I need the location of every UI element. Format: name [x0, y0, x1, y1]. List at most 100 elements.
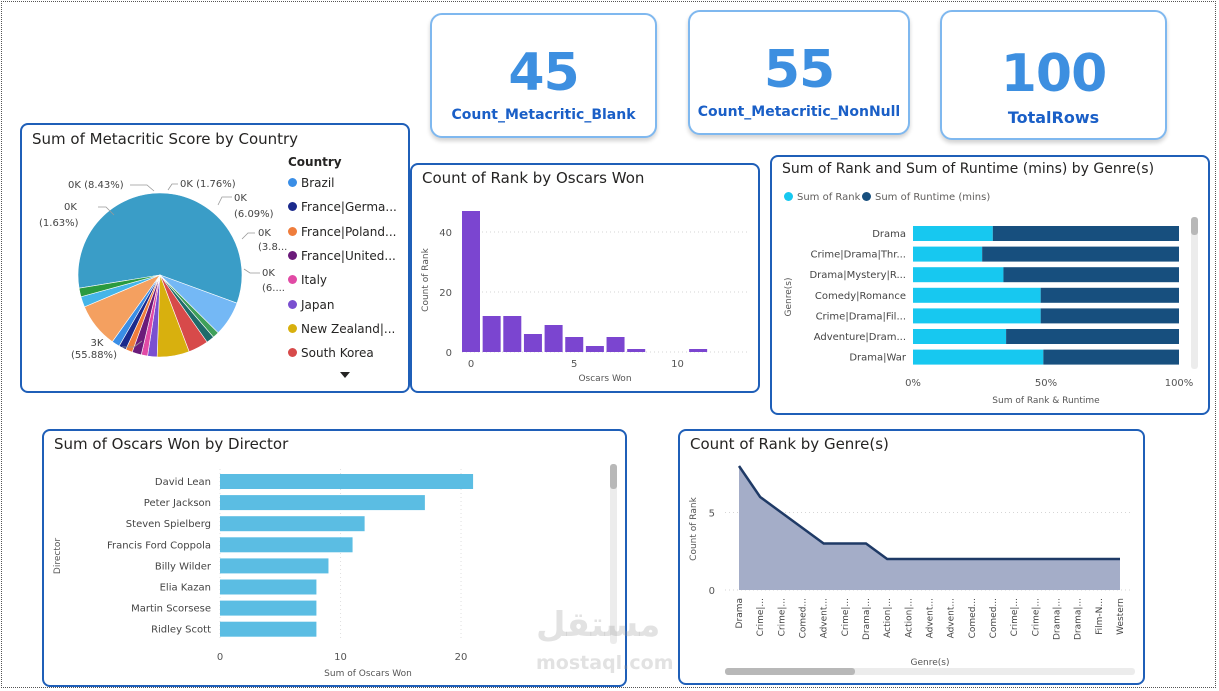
director-bar [220, 495, 425, 511]
director-bar-card[interactable]: Sum of Oscars Won by Director 0 10 20 David… [42, 429, 627, 687]
x-category-label: Action|... [883, 598, 893, 638]
legend-label: France|Poland... [301, 224, 397, 239]
legend-label: Sum of Runtime (mins) [875, 192, 991, 203]
kpi-card-metacritic-blank[interactable]: 45 Count_Metacritic_Blank [430, 13, 657, 138]
director-bar [220, 621, 317, 637]
pie-data-label: 3K [91, 338, 104, 349]
y-category-label: Martin Scorsese [131, 604, 211, 615]
legend-label: Japan [301, 297, 335, 312]
y-category-label: Francis Ford Coppola [107, 540, 211, 551]
oscars-histogram: 0 20 40 0 5 10 Oscars Won Count of Rank [421, 211, 748, 384]
director-bar [220, 537, 353, 553]
legend-color-dot [288, 348, 297, 358]
stacked-bar-segment-runtime [1040, 308, 1179, 324]
pie-data-label: (6.09%) [234, 209, 274, 220]
x-tick-label: 10 [334, 652, 347, 663]
legend-item[interactable]: Japan [288, 298, 334, 312]
histogram-bar [503, 316, 522, 352]
x-category-label: Comed... [968, 598, 978, 638]
histogram-bar [482, 316, 501, 352]
legend-color-dot [288, 226, 297, 236]
y-category-label: Crime|Drama|Fil... [816, 311, 906, 322]
genre-area-chart: 0 5 Drama Crime|... Crime|... Comed... Advent.… [689, 465, 1135, 675]
x-category-label: Advent... [926, 598, 936, 638]
x-category-label: Crime|... [1010, 598, 1020, 636]
pie-chart: 3K(55.88%) 0K (8.43%) 0K (1.76%) 0K (6.09%) 0… [39, 179, 287, 361]
area-fill [739, 466, 1120, 590]
x-category-label: Film-N... [1095, 598, 1105, 635]
pie-slice [78, 274, 161, 298]
pie-leader-line [167, 183, 178, 191]
x-category-label: Crime|... [756, 598, 766, 636]
x-category-label: Drama|... [862, 598, 872, 640]
x-category-label: Western [1116, 598, 1126, 635]
kpi-card-total-rows[interactable]: 100 TotalRows [940, 10, 1167, 140]
kpi-value: 100 [1000, 44, 1108, 104]
genre-area-card[interactable]: Count of Rank by Genre(s) 0 5 Drama Crime|.… [678, 429, 1145, 685]
legend-item[interactable]: South Korea [288, 346, 374, 360]
stacked-bar-card[interactable]: Sum of Rank and Sum of Runtime (mins) by… [770, 155, 1210, 415]
histogram-bar [544, 325, 563, 352]
area-line [737, 465, 1120, 561]
legend-item[interactable]: Sum of Runtime (mins) [862, 191, 991, 203]
legend-label: Sum of Rank [797, 192, 861, 203]
x-category-label: Action|... [904, 598, 914, 638]
legend-item[interactable]: France|Poland... [288, 225, 396, 239]
kpi-card-metacritic-nonnull[interactable]: 55 Count_Metacritic_NonNull [688, 10, 910, 135]
x-tick-label: 20 [455, 652, 468, 663]
kpi-value: 45 [508, 43, 579, 103]
legend-item[interactable]: Brazil [288, 176, 335, 190]
x-category-label: Drama|... [1053, 598, 1063, 640]
scrollbar-thumb [610, 464, 617, 489]
y-category-label: Elia Kazan [160, 583, 211, 594]
chart-title: Count of Rank by Genre(s) [690, 435, 889, 453]
legend-item[interactable]: France|United... [288, 249, 396, 263]
pie-chart-card[interactable]: Sum of Metacritic Score by Country 3K (55… [20, 123, 410, 393]
pie-data-label: 0K [234, 193, 247, 204]
legend-label: Brazil [301, 176, 335, 190]
scrollbar-track [610, 464, 617, 644]
legend-item[interactable]: New Zealand|... [288, 322, 395, 336]
y-axis-title: Count of Rank [689, 496, 699, 560]
stacked-bar-segment-rank [913, 308, 1041, 324]
legend-item[interactable]: France|Germa... [288, 200, 397, 214]
stacked-bar-segment-rank [913, 287, 1041, 303]
stacked-bar-segment-runtime [1043, 349, 1179, 365]
watermark-latin: mostaql.com [536, 652, 674, 674]
pie-data-label: (1.63%) [39, 218, 79, 229]
legend-item[interactable]: Sum of Rank [784, 191, 861, 203]
chart-title: Sum of Metacritic Score by Country [32, 130, 299, 148]
chart-title: Sum of Rank and Sum of Runtime (mins) by… [782, 161, 1155, 177]
stacked-bar-segment-runtime [1003, 267, 1179, 283]
y-category-label: Drama|Mystery|R... [809, 270, 906, 281]
oscars-histogram-card[interactable]: Count of Rank by Oscars Won 0 20 40 0 5 10 Osc… [410, 163, 760, 393]
chart-title: Sum of Oscars Won by Director [54, 435, 289, 453]
x-axis-title: Genre(s) [911, 658, 950, 668]
stacked-bar-segment-rank [913, 226, 993, 241]
x-category-label: Comed... [799, 598, 809, 638]
kpi-label: Count_Metacritic_Blank [451, 107, 636, 123]
x-tick-label: 0% [905, 378, 921, 389]
x-category-label: Advent... [947, 598, 957, 638]
legend-scroll-down-icon[interactable] [340, 372, 350, 378]
pie-data-label: 0K (8.43%) [68, 180, 124, 191]
x-tick-label: 0 [468, 359, 474, 370]
director-bar-chart: 0 10 20 David Lean Peter Jackson Steven Spiel… [53, 464, 617, 679]
x-category-label: Comed... [989, 598, 999, 638]
y-axis-title: Director [53, 538, 63, 574]
pie-leader-line [217, 196, 232, 206]
legend-label: New Zealand|... [301, 321, 396, 336]
pie-data-label: (55.88%) [71, 350, 117, 361]
legend-item[interactable]: Italy [288, 273, 327, 287]
pie-data-label: 0K [258, 228, 271, 239]
pie-leader-line [98, 206, 115, 216]
x-tick-label: 10 [671, 359, 684, 370]
pie-leader-line [130, 184, 155, 192]
scrollbar-thumb [1191, 217, 1198, 235]
y-axis-title: Count of Rank [421, 247, 431, 311]
x-axis-title: Sum of Rank & Runtime [992, 396, 1100, 406]
histogram-bar [689, 349, 708, 352]
pie-data-label: 0K [262, 268, 275, 279]
y-axis-title: Genre(s) [784, 278, 794, 317]
